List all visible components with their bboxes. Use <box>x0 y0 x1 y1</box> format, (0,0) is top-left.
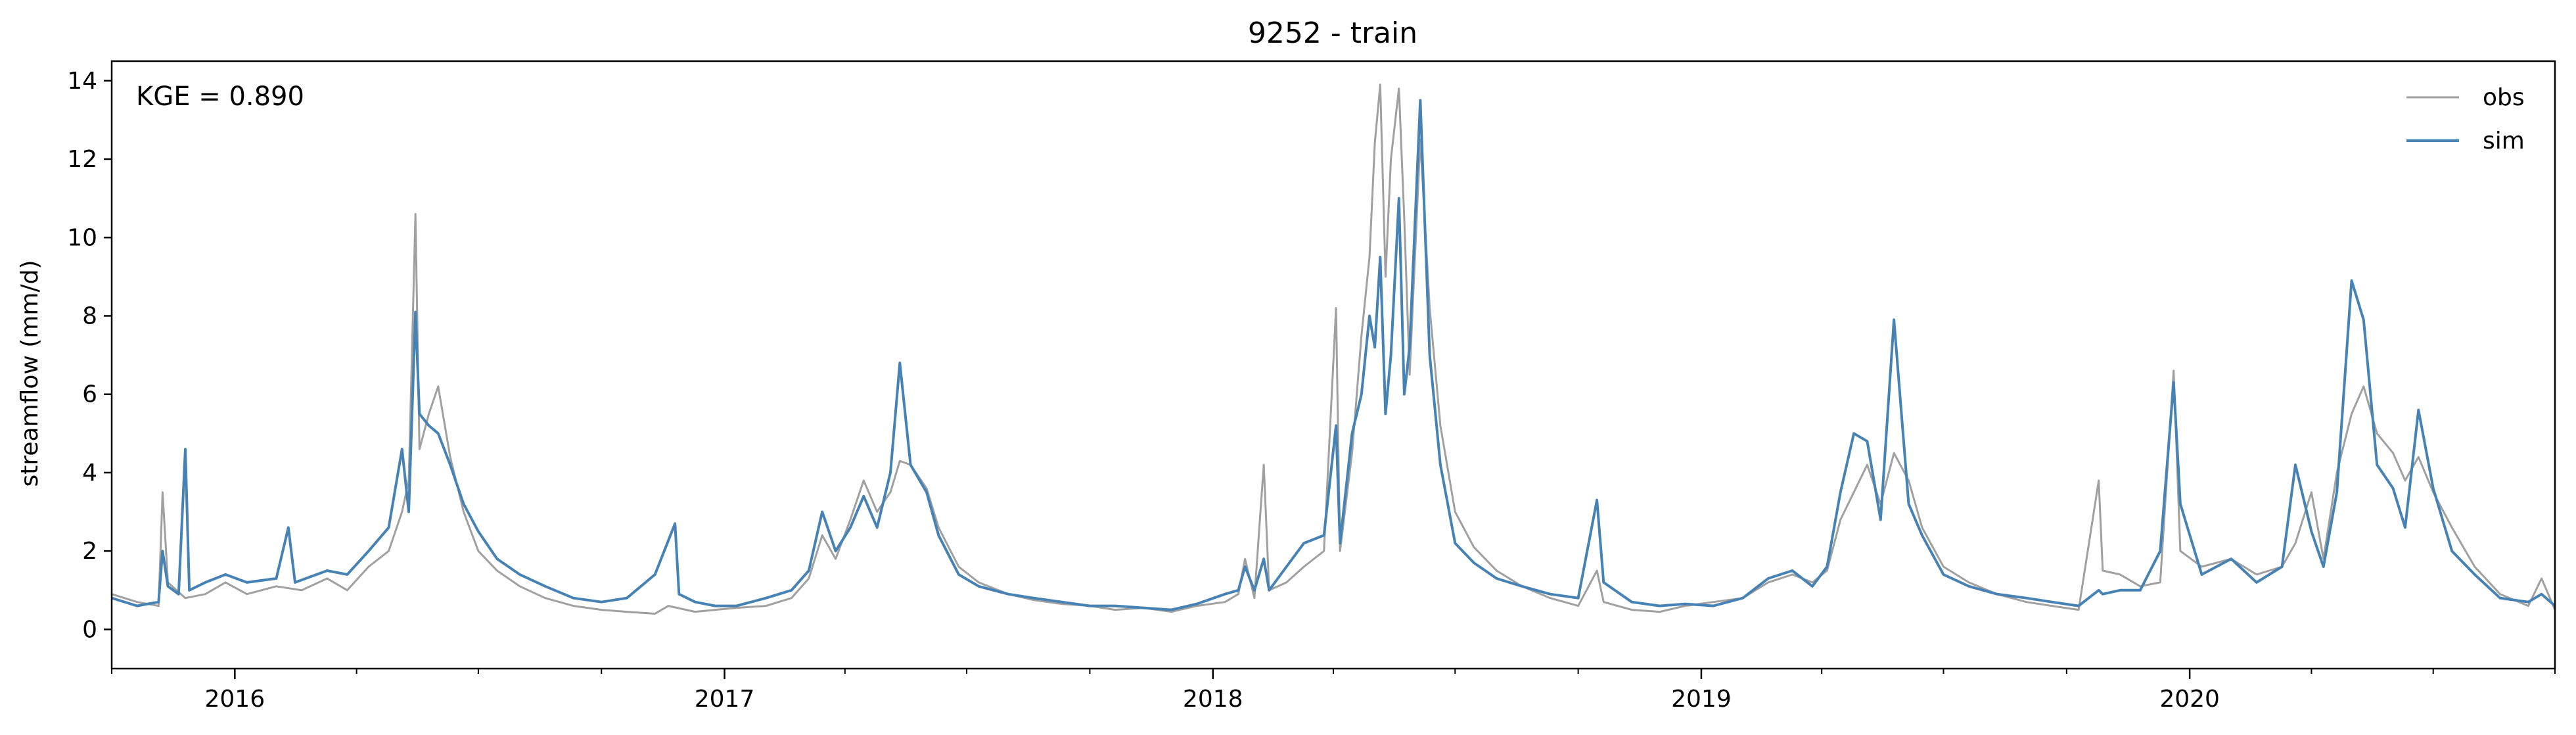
x-tick-label: 2016 <box>205 686 265 713</box>
series-line-obs <box>112 83 2555 615</box>
y-axis-title: streamflow (mm/d) <box>16 260 43 487</box>
x-axis: 2016 2017 2018 2019 2020 <box>111 669 2556 713</box>
x-tick-label: 2017 <box>695 686 755 713</box>
x-tick-label: 2019 <box>1671 686 1732 713</box>
y-tick-label: 14 <box>67 68 97 95</box>
chart-title: 9252 - train <box>1248 16 1417 50</box>
series-layer <box>112 83 2555 615</box>
kge-annotation: KGE = 0.890 <box>136 82 304 112</box>
chart-legend: obs sim <box>2406 84 2525 154</box>
y-tick-label: 6 <box>82 381 97 408</box>
y-tick-label: 12 <box>67 146 97 173</box>
y-tick-label: 10 <box>67 224 97 251</box>
y-axis: 0 2 4 6 8 10 12 14 <box>67 68 112 643</box>
y-tick-label: 8 <box>82 302 97 329</box>
legend-label-sim: sim <box>2483 128 2525 154</box>
y-tick-label: 2 <box>82 538 97 565</box>
series-line-sim <box>112 99 2555 611</box>
x-tick-label: 2020 <box>2159 686 2220 713</box>
legend-label-obs: obs <box>2483 84 2525 111</box>
y-tick-label: 0 <box>82 616 97 643</box>
y-tick-label: 4 <box>82 460 97 486</box>
x-tick-label: 2018 <box>1183 686 1243 713</box>
